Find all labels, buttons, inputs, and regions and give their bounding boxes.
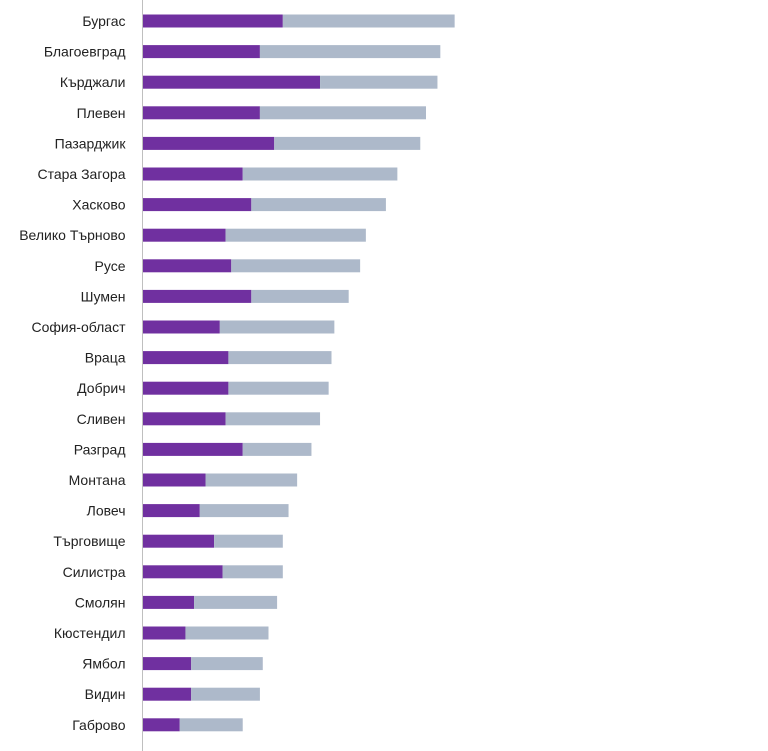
bar-segment-primary bbox=[142, 351, 229, 365]
category-label: Търговище bbox=[53, 533, 125, 549]
bar-segment-secondary bbox=[320, 75, 438, 89]
bar-segment-primary bbox=[142, 412, 226, 426]
bar-segment-secondary bbox=[199, 504, 289, 518]
category-label: Кюстендил bbox=[54, 625, 126, 641]
bar-segment-secondary bbox=[191, 657, 263, 671]
bar-segment-secondary bbox=[228, 381, 329, 395]
category-label: Ловеч bbox=[87, 503, 126, 519]
bar-segment-secondary bbox=[251, 289, 349, 303]
bar-segment-secondary bbox=[251, 198, 386, 212]
category-label: Враца bbox=[85, 350, 126, 366]
bar-segment-primary bbox=[142, 228, 226, 242]
bar-segment-primary bbox=[142, 565, 223, 579]
bar-segment-primary bbox=[142, 320, 220, 334]
bar-segment-secondary bbox=[282, 14, 455, 28]
bar-segment-primary bbox=[142, 45, 260, 59]
category-label: Монтана bbox=[69, 472, 126, 488]
bar-segment-secondary bbox=[259, 106, 426, 120]
bar-segment-primary bbox=[142, 534, 215, 548]
bar-segment-secondary bbox=[225, 412, 321, 426]
bar-segment-primary bbox=[142, 442, 243, 456]
bar-segment-secondary bbox=[242, 442, 312, 456]
category-labels-group: Бургас Благоевград Кърджали Плевен Пазарджик… bbox=[19, 13, 126, 733]
bar-segment-primary bbox=[142, 381, 229, 395]
bar-segment-primary bbox=[142, 687, 192, 701]
category-label: Бургас bbox=[82, 13, 125, 29]
bar-segment-primary bbox=[142, 106, 260, 120]
category-label: Разград bbox=[74, 441, 126, 457]
bar-segment-primary bbox=[142, 75, 321, 89]
category-label: Русе bbox=[95, 258, 126, 274]
bar-segment-secondary bbox=[228, 351, 332, 365]
bar-segment-secondary bbox=[179, 718, 243, 732]
bar-segment-primary bbox=[142, 14, 283, 28]
category-label: Добрич bbox=[77, 380, 125, 396]
bar-segment-secondary bbox=[231, 259, 361, 273]
category-label: Сливен bbox=[77, 411, 126, 427]
bar-segment-secondary bbox=[185, 626, 269, 640]
bar-segment-primary bbox=[142, 259, 232, 273]
bar-segment-secondary bbox=[214, 534, 283, 548]
category-label: Хасково bbox=[72, 197, 125, 213]
bar-segment-primary bbox=[142, 504, 200, 518]
bars-group bbox=[142, 14, 455, 732]
bar-segment-primary bbox=[142, 718, 180, 732]
category-label: Пазарджик bbox=[55, 135, 127, 151]
bar-segment-primary bbox=[142, 167, 243, 181]
category-label: Велико Търново bbox=[19, 227, 125, 243]
bar-segment-primary bbox=[142, 289, 252, 303]
bar-segment-secondary bbox=[194, 595, 278, 609]
category-label: Силистра bbox=[63, 564, 126, 580]
bar-segment-secondary bbox=[205, 473, 298, 487]
bar-segment-primary bbox=[142, 136, 275, 150]
category-label: Плевен bbox=[77, 105, 126, 121]
category-label: Смолян bbox=[75, 594, 126, 610]
bar-segment-primary bbox=[142, 473, 206, 487]
bar-segment-secondary bbox=[242, 167, 398, 181]
category-label: София-област bbox=[31, 319, 126, 335]
category-label: Благоевград bbox=[44, 44, 126, 60]
category-label: Ямбол bbox=[82, 656, 125, 672]
category-label: Стара Загора bbox=[37, 166, 125, 182]
bar-segment-secondary bbox=[259, 45, 441, 59]
category-label: Кърджали bbox=[60, 74, 126, 90]
bar-segment-primary bbox=[142, 198, 252, 212]
bar-segment-secondary bbox=[219, 320, 335, 334]
bar-segment-primary bbox=[142, 657, 192, 671]
bar-segment-primary bbox=[142, 626, 186, 640]
bar-segment-secondary bbox=[222, 565, 283, 579]
bar-segment-secondary bbox=[274, 136, 421, 150]
bar-segment-secondary bbox=[191, 687, 260, 701]
bar-segment-primary bbox=[142, 595, 195, 609]
category-label: Шумен bbox=[81, 288, 126, 304]
bar-segment-secondary bbox=[225, 228, 366, 242]
category-label: Видин bbox=[85, 686, 126, 702]
category-label: Габрово bbox=[72, 717, 125, 733]
